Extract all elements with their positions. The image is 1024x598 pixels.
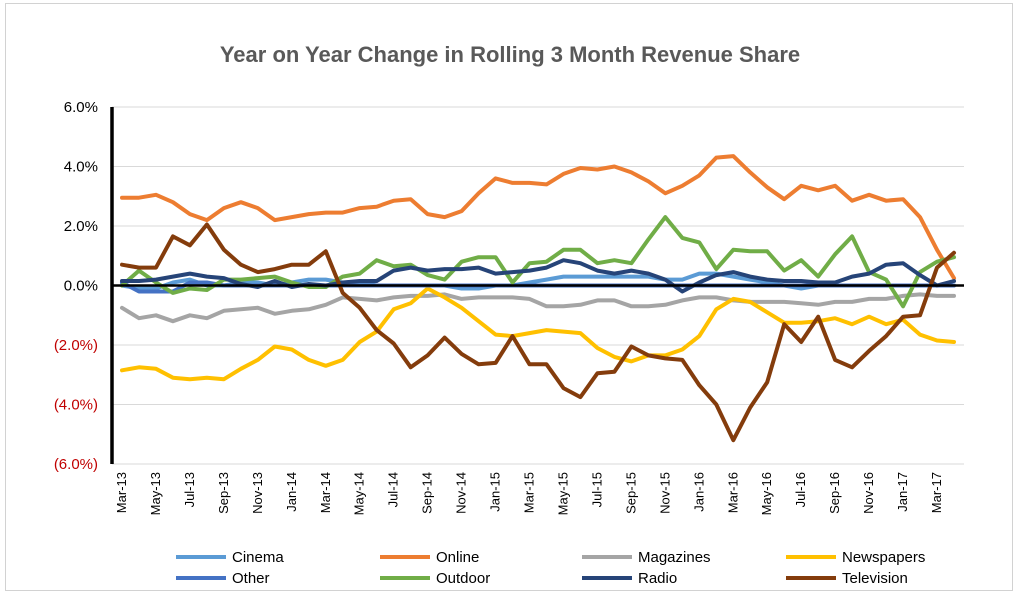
- x-tick-label: Sep-16: [827, 472, 842, 514]
- x-tick-label: Jan-15: [488, 472, 503, 512]
- y-tick-label: 4.0%: [64, 159, 98, 176]
- legend-item-other: Other: [176, 570, 270, 587]
- x-tick-label: Jul-15: [589, 472, 604, 507]
- x-tick-label: May-14: [352, 472, 367, 515]
- legend-label: Television: [842, 570, 908, 587]
- legend-label: Newspapers: [842, 549, 925, 566]
- x-tick-label: Jan-17: [895, 472, 910, 512]
- line-chart: Year on Year Change in Rolling 3 Month R…: [6, 4, 1014, 592]
- legend-label: Online: [436, 549, 479, 566]
- x-tick-label: Sep-15: [623, 472, 638, 514]
- x-tick-label: Jul-14: [386, 472, 401, 507]
- y-tick-label: 2.0%: [64, 218, 98, 235]
- x-tick-label: Mar-17: [929, 472, 944, 513]
- legend-item-radio: Radio: [582, 570, 677, 587]
- y-tick-label: (4.0%): [54, 397, 98, 414]
- x-tick-label: Mar-15: [522, 472, 537, 513]
- x-tick-label: Mar-14: [318, 472, 333, 513]
- x-tick-label: Mar-16: [725, 472, 740, 513]
- y-tick-label: 0.0%: [64, 278, 98, 295]
- x-tick-label: May-13: [148, 472, 163, 515]
- y-tick-label: (2.0%): [54, 337, 98, 354]
- y-axis-ticks: 6.0% 4.0% 2.0% 0.0% (2.0%) (4.0%) (6.0%): [54, 99, 98, 473]
- x-tick-label: Jul-16: [793, 472, 808, 507]
- legend-item-television: Television: [786, 570, 908, 587]
- legend-label: Magazines: [638, 549, 711, 566]
- legend-label: Radio: [638, 570, 677, 587]
- legend: Cinema Online Magazines Newspapers Other Outd…: [176, 549, 925, 587]
- legend-item-magazines: Magazines: [582, 549, 711, 566]
- y-tick-label: 6.0%: [64, 99, 98, 116]
- x-tick-label: May-16: [759, 472, 774, 515]
- legend-item-outdoor: Outdoor: [380, 570, 490, 587]
- x-tick-label: Nov-13: [250, 472, 265, 514]
- legend-label: Other: [232, 570, 270, 587]
- legend-item-newspapers: Newspapers: [786, 549, 925, 566]
- axes: [112, 107, 964, 464]
- x-tick-label: Nov-15: [657, 472, 672, 514]
- chart-title: Year on Year Change in Rolling 3 Month R…: [220, 42, 800, 67]
- series-line-magazines: [122, 294, 954, 321]
- x-tick-label: Jan-16: [691, 472, 706, 512]
- chart-frame: Year on Year Change in Rolling 3 Month R…: [5, 3, 1013, 591]
- legend-label: Cinema: [232, 549, 284, 566]
- x-tick-label: Jan-14: [284, 472, 299, 512]
- legend-label: Outdoor: [436, 570, 490, 587]
- x-tick-label: Nov-14: [454, 472, 469, 514]
- x-tick-label: Jul-13: [182, 472, 197, 507]
- legend-item-cinema: Cinema: [176, 549, 284, 566]
- series-line-outdoor: [122, 217, 954, 306]
- x-tick-label: Sep-14: [420, 472, 435, 514]
- x-tick-label: May-15: [555, 472, 570, 515]
- series-lines: [122, 156, 954, 440]
- x-tick-label: Mar-13: [114, 472, 129, 513]
- legend-item-online: Online: [380, 549, 479, 566]
- x-tick-label: Sep-13: [216, 472, 231, 514]
- x-axis-ticks: Mar-13 May-13 Jul-13 Sep-13 Nov-13 Jan-14 Mar-…: [114, 472, 944, 515]
- x-tick-label: Nov-16: [861, 472, 876, 514]
- y-tick-label: (6.0%): [54, 456, 98, 473]
